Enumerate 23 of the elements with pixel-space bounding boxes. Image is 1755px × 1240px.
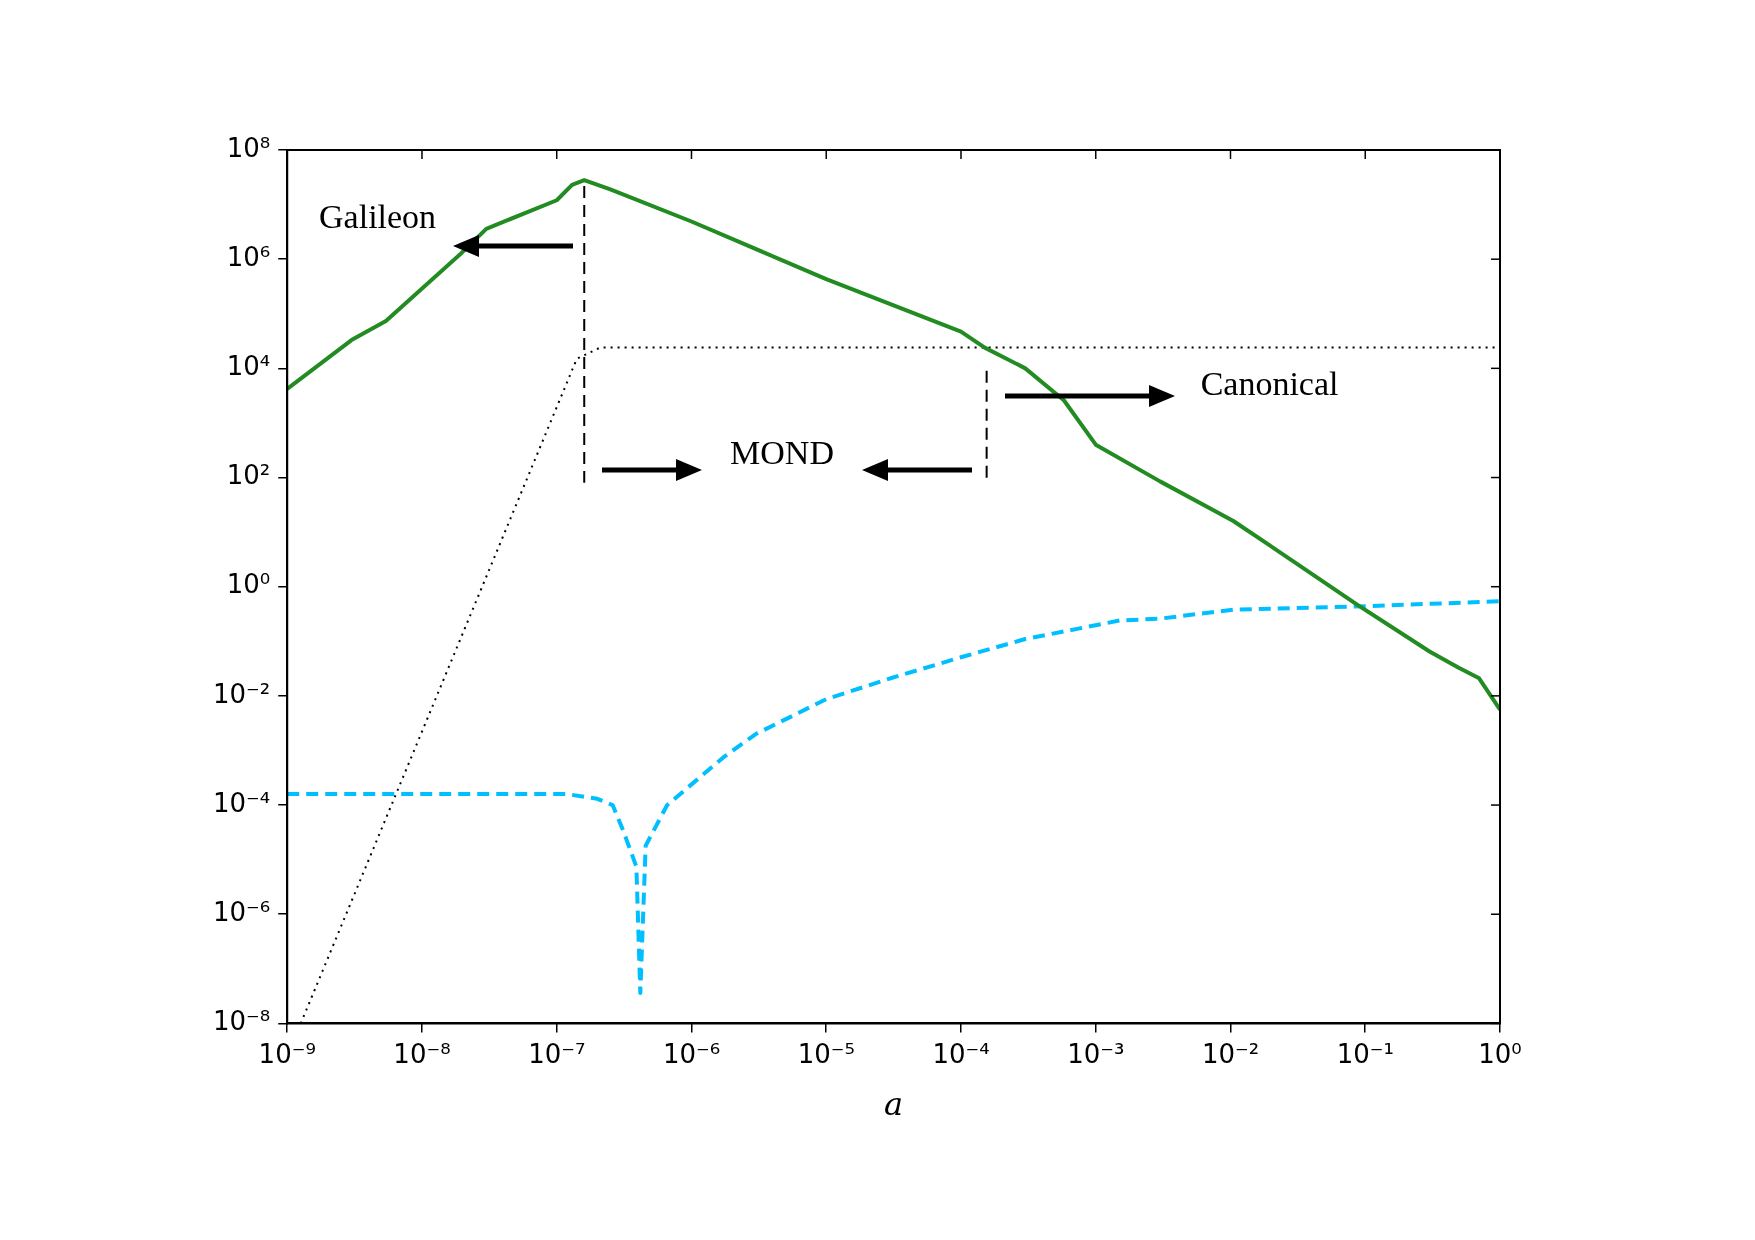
annotation: Galileon bbox=[319, 197, 437, 235]
x-tick-label: 10⁻² bbox=[1201, 1038, 1260, 1069]
annotation: Canonical bbox=[1200, 364, 1339, 402]
y-tick-label: 10⁻⁶ bbox=[213, 896, 271, 927]
x-tick-label: 10⁻⁸ bbox=[393, 1038, 451, 1069]
annotation: MOND bbox=[730, 433, 834, 471]
y-tick-label: 10⁶ bbox=[226, 241, 271, 272]
y-tick-label: 10⁻⁴ bbox=[213, 787, 271, 818]
y-tick-label: 10⁴ bbox=[226, 351, 271, 382]
x-tick-label: 10⁻⁶ bbox=[662, 1038, 721, 1069]
y-tick-label: 10² bbox=[226, 460, 271, 491]
y-tick-label: 10⁻⁸ bbox=[213, 1006, 271, 1037]
y-tick-label: 10⁸ bbox=[226, 132, 271, 163]
y-tick-label: 10⁻² bbox=[213, 678, 271, 709]
x-tick-label: 10⁻⁴ bbox=[932, 1038, 990, 1069]
y-tick-label: 10⁰ bbox=[226, 569, 271, 600]
x-tick-label: 10⁻⁷ bbox=[528, 1038, 586, 1069]
x-axis-title: a bbox=[884, 1085, 904, 1124]
x-tick-label: 10⁰ bbox=[1478, 1038, 1522, 1069]
x-tick-label: 10⁻¹ bbox=[1336, 1038, 1394, 1069]
x-tick-label: 10⁻³ bbox=[1067, 1038, 1125, 1069]
x-tick-label: 10⁻⁹ bbox=[258, 1038, 316, 1069]
x-tick-label: 10⁻⁵ bbox=[797, 1038, 855, 1069]
